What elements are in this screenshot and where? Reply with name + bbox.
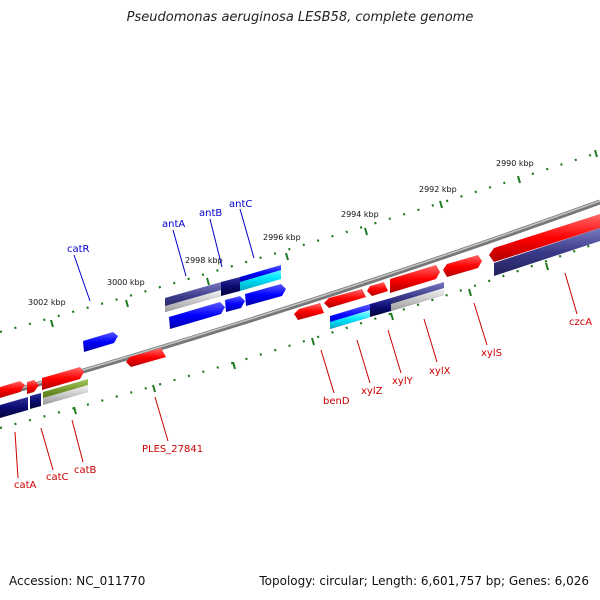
leader-antC (239, 208, 255, 259)
major-tick-2996 (285, 252, 289, 261)
cds-czcA-lower[interactable] (494, 228, 600, 276)
upper-cds-blocks (165, 265, 281, 312)
gene-catB-arrow[interactable] (42, 367, 84, 390)
lower-major-tick-3 (232, 361, 236, 370)
leader-xylZ (356, 339, 371, 384)
gene-label-catA[interactable]: catA (14, 480, 37, 491)
gene-label-catR[interactable]: catR (67, 244, 90, 255)
cds-antA-upper-grey[interactable] (165, 290, 221, 312)
genome-title: Pseudomonas aeruginosa LESB58, complete … (126, 10, 474, 25)
major-tick-3002 (50, 319, 54, 328)
cds-catB-lower-grey[interactable] (43, 385, 88, 405)
gene-label-PLES_27841[interactable]: PLES_27841 (142, 444, 203, 455)
gene-catC-arrow[interactable] (27, 380, 39, 394)
lower-major-tick-6 (468, 288, 472, 297)
genome-backbone (0, 199, 600, 398)
lower-major-tick-2 (152, 384, 156, 393)
leader-catR (73, 254, 91, 302)
gene-catR-arrow[interactable] (83, 332, 118, 352)
gene-label-xylZ[interactable]: xylZ (361, 386, 383, 397)
reverse-strand-genes (83, 284, 286, 352)
cds-xylZ-lower-cyan[interactable] (330, 310, 370, 329)
kbp-label-2990: 2990 kbp (496, 159, 534, 168)
gene-xylY-arrow[interactable] (367, 282, 388, 296)
leader-antA (172, 229, 187, 277)
lower-major-tick-4 (311, 337, 315, 346)
lower-cds-blocks (0, 228, 600, 418)
major-tick-2992 (439, 200, 443, 209)
gene-labels-bottom: catA catC catB PLES_27841 benD xylZ xylY… (14, 317, 592, 491)
gene-xylX-arrow[interactable] (390, 265, 440, 293)
cds-catA-lower[interactable] (0, 397, 28, 418)
gene-antB-arrow[interactable] (225, 296, 245, 312)
leader-xylX (423, 318, 438, 363)
gene-antA-arrow[interactable] (169, 302, 225, 329)
gene-antC-arrow[interactable] (245, 284, 286, 306)
cds-catC-lower[interactable] (30, 393, 41, 409)
forward-strand-genes (0, 214, 600, 398)
kbp-label-3002: 3002 kbp (28, 298, 66, 307)
gene-PLES_27841-arrow[interactable] (126, 348, 166, 367)
leader-catC (40, 427, 54, 471)
lower-major-tick-5 (390, 312, 394, 321)
gene-label-antB[interactable]: antB (199, 208, 222, 219)
major-tick-2998 (206, 277, 210, 286)
kbp-label-3000: 3000 kbp (107, 278, 145, 287)
gene-catA-arrow[interactable] (0, 381, 25, 398)
lower-scale-track (0, 240, 600, 430)
gene-labels-top: catR antA antB antC (67, 199, 252, 255)
leader-xylS (473, 302, 488, 346)
gene-label-antA[interactable]: antA (162, 219, 185, 230)
leader-xylY (387, 329, 402, 374)
leader-catA (14, 431, 19, 479)
lower-major-tick-7 (545, 262, 549, 271)
cds-antC-upper-top[interactable] (240, 265, 281, 282)
accession-label: Accession: NC_011770 (9, 574, 146, 588)
leader-antB (209, 218, 223, 268)
major-tick-2990 (517, 175, 521, 184)
kbp-label-2994: 2994 kbp (341, 210, 379, 219)
leader-lines (14, 208, 578, 479)
gene-label-xylY[interactable]: xylY (392, 376, 414, 387)
leader-PLES_27841 (154, 396, 169, 442)
gene-label-catB[interactable]: catB (74, 465, 97, 476)
kbp-label-2998: 2998 kbp (185, 256, 223, 265)
leader-catB (71, 419, 84, 463)
gene-czcA-arrow[interactable] (489, 214, 600, 262)
major-tick-2994 (364, 227, 368, 236)
kbp-label-2992: 2992 kbp (419, 185, 457, 194)
gene-label-benD[interactable]: benD (323, 396, 350, 407)
cds-antB-upper[interactable] (221, 277, 240, 296)
gene-xylZ-arrow[interactable] (324, 289, 366, 308)
topology-label: Topology: circular; Length: 6,601,757 bp… (259, 574, 589, 588)
kbp-label-2996: 2996 kbp (263, 233, 301, 242)
upper-scale-track (0, 149, 600, 334)
gene-label-xylX[interactable]: xylX (429, 366, 451, 377)
gene-xylS-arrow[interactable] (443, 255, 482, 277)
gene-label-xylS[interactable]: xylS (481, 348, 502, 359)
leader-benD (320, 349, 335, 394)
cds-xylY-lower[interactable] (370, 298, 391, 317)
gene-label-czcA[interactable]: czcA (569, 317, 592, 328)
kbp-labels: 3002 kbp 3000 kbp 2998 kbp 2996 kbp 2994… (28, 159, 534, 307)
gene-benD-arrow[interactable] (294, 303, 324, 320)
lower-major-tick-1 (73, 406, 77, 415)
leader-czcA (564, 272, 578, 315)
cds-xylX-lower-grey[interactable] (391, 288, 444, 311)
major-tick-3000 (125, 299, 129, 308)
gene-label-catC[interactable]: catC (46, 472, 69, 483)
gene-label-antC[interactable]: antC (229, 199, 252, 210)
major-tick-edge (594, 149, 598, 158)
genome-backbone-highlight (0, 200, 600, 395)
